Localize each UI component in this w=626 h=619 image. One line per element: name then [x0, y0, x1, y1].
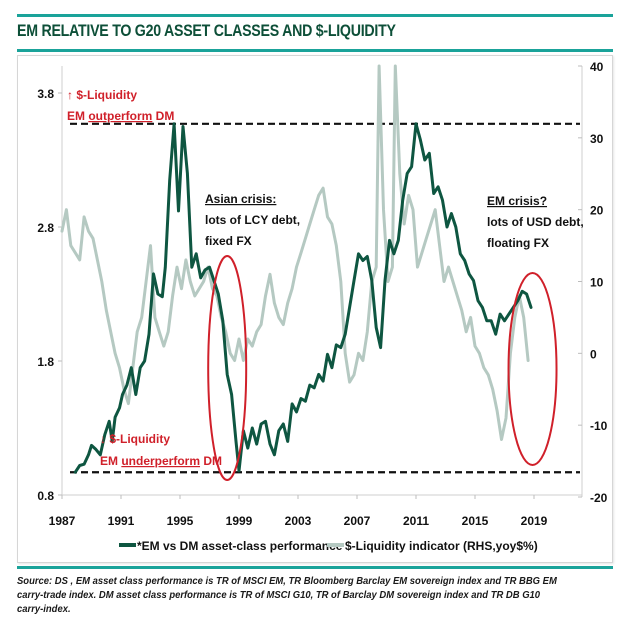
left-tick-label: 0.8	[37, 489, 54, 503]
right-tick-label: -10	[590, 419, 608, 433]
left-tick-label: 2.8	[37, 221, 54, 235]
x-tick-label: 2011	[403, 514, 429, 528]
annotation-dm-word: DM	[200, 454, 222, 468]
annotation-outperform-word: outperform	[88, 109, 152, 123]
top-accent-rule	[17, 14, 613, 17]
series-group	[60, 64, 533, 474]
series-line-em-vs-dm	[73, 122, 533, 474]
axes: 0.8 1.8 2.8 3.8 -20 -10 0 10 20 30 40 1987 1991 1995 1…	[37, 60, 607, 528]
annotation-liquidity-up: ↑ $-Liquidity	[67, 88, 137, 102]
legend-label-em: *EM vs DM asset-class performance	[137, 539, 343, 553]
annotation-underperform-word: underperform	[121, 454, 200, 468]
annotation-em-underperform: EM underperform DM	[100, 454, 222, 468]
right-tick-label: -20	[590, 491, 608, 505]
highlight-ellipses	[207, 255, 558, 481]
x-tick-label: 2015	[462, 514, 489, 528]
x-tick-label: 1987	[49, 514, 76, 528]
title-underline-rule	[17, 49, 613, 52]
chart-frame	[17, 55, 613, 563]
x-tick-label: 2003	[285, 514, 312, 528]
right-tick-label: 20	[590, 204, 604, 218]
ellipse-em-crisis	[507, 272, 558, 466]
annotation-liquidity-down: ↓ $-Liquidity	[100, 432, 170, 446]
annotation-em-crisis-line1: lots of USD debt,	[487, 215, 584, 229]
annotation-em-word: EM	[100, 454, 121, 468]
right-tick-label: 10	[590, 276, 604, 290]
annotation-em-crisis-line2: floating FX	[487, 236, 549, 250]
x-tick-label: 1995	[167, 514, 194, 528]
legend-label-liquidity: $-Liquidity indicator (RHS,yoy$%)	[345, 539, 538, 553]
annotation-dm-word: DM	[152, 109, 174, 123]
ellipse-asian-crisis	[207, 255, 248, 481]
annotations: ↑ $-Liquidity EM outperform DM ↓ $-Liqui…	[67, 88, 584, 468]
annotation-em-outperform: EM outperform DM	[67, 109, 174, 123]
right-tick-label: 0	[590, 347, 597, 361]
annotation-em-word: EM	[67, 109, 88, 123]
annotation-asian-crisis-line1: lots of LCY debt,	[205, 213, 300, 227]
footer-accent-rule	[17, 566, 613, 569]
legend: *EM vs DM asset-class performance $-Liqu…	[119, 539, 538, 553]
x-tick-label: 2019	[521, 514, 548, 528]
reference-lines	[70, 122, 580, 474]
left-tick-label: 1.8	[37, 355, 54, 369]
annotation-asian-crisis-title: Asian crisis:	[205, 192, 276, 206]
left-tick-label: 3.8	[37, 87, 54, 101]
x-tick-label: 1991	[108, 514, 135, 528]
annotation-asian-crisis-line2: fixed FX	[205, 234, 252, 248]
right-tick-label: 30	[590, 132, 604, 146]
chart-title: EM RELATIVE TO G20 ASSET CLASSES AND $-L…	[17, 22, 396, 40]
series-line-liquidity	[60, 64, 530, 441]
source-note: Source: DS , EM asset class performance …	[17, 575, 557, 615]
x-tick-label: 2007	[344, 514, 371, 528]
annotation-em-crisis-title: EM crisis?	[487, 194, 547, 208]
x-tick-label: 1999	[226, 514, 253, 528]
right-tick-label: 40	[590, 60, 604, 74]
